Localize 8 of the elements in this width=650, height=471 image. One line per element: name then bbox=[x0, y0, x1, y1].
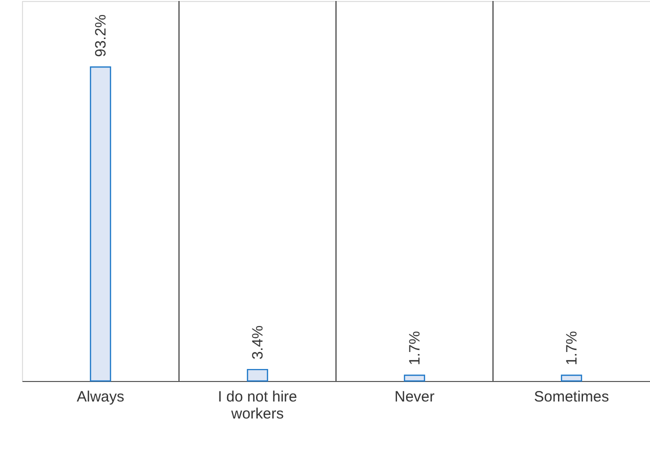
x-tick-label: Always bbox=[76, 388, 124, 406]
x-tick-label: I do not hire workers bbox=[218, 388, 298, 422]
x-tick-label: Sometimes bbox=[534, 388, 610, 406]
data-label: 3.4% bbox=[250, 325, 266, 360]
data-label: 1.7% bbox=[564, 331, 580, 366]
data-label: 1.7% bbox=[406, 331, 424, 366]
data-label: 93.2% bbox=[92, 14, 110, 57]
x-tick-label: Never bbox=[394, 388, 435, 406]
